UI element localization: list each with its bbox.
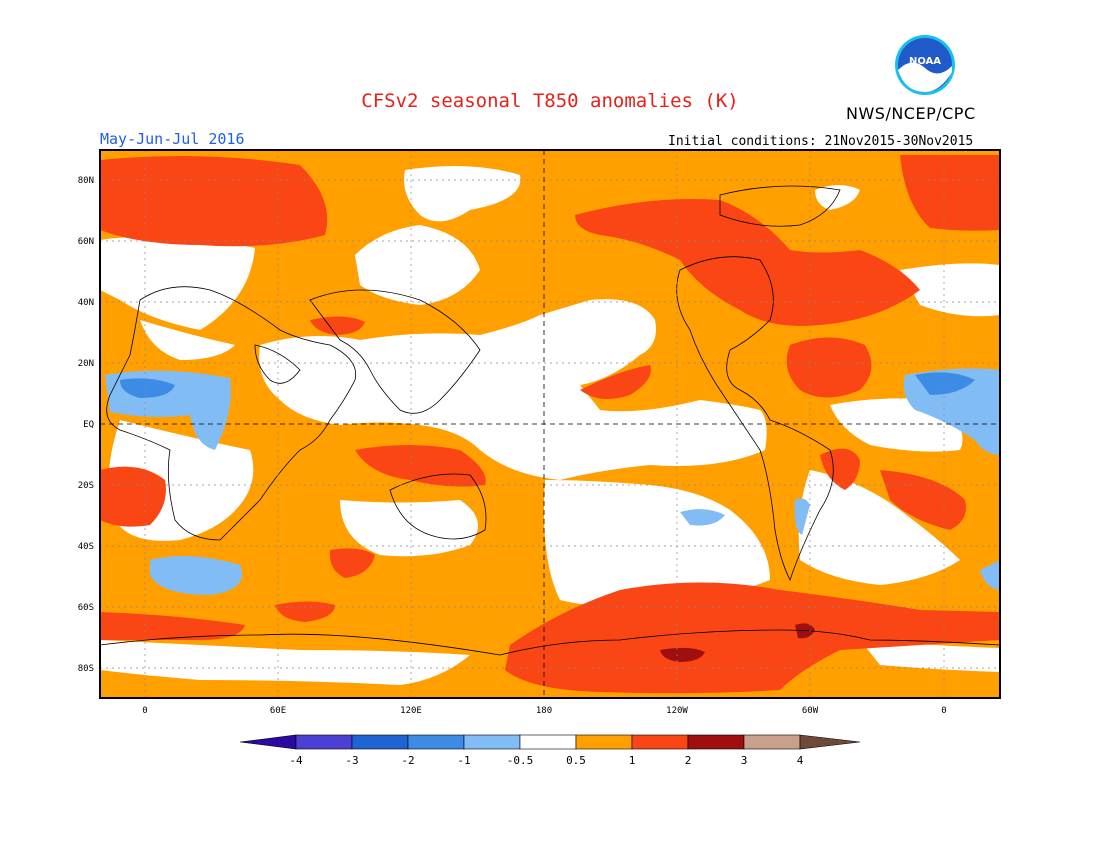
colorbar-label: 1 (629, 754, 636, 767)
agency-label: NWS/NCEP/CPC (846, 104, 976, 123)
colorbar-swatch (407, 734, 465, 750)
colorbar-arrow-right (799, 734, 861, 750)
lat-label: 80N (78, 176, 94, 186)
colorbar-swatch (687, 734, 745, 750)
initial-conditions: Initial conditions: 21Nov2015-30Nov2015 (668, 134, 974, 149)
map-frame (99, 149, 1001, 699)
cold-anomaly-regions (105, 368, 1000, 595)
lat-label: 20S (78, 481, 94, 491)
lat-label: 20N (78, 359, 94, 369)
colorbar-swatch (463, 734, 521, 750)
lon-label: 60W (802, 706, 819, 716)
map-title: CFSv2 seasonal T850 anomalies (K) (361, 90, 739, 112)
forecast-period: May-Jun-Jul 2016 (100, 130, 245, 148)
colorbar-swatch (575, 734, 633, 750)
lat-label: 40S (78, 542, 94, 552)
logo-text: NOAA (909, 56, 941, 67)
graticule (100, 150, 1000, 698)
colorbar-label: -4 (289, 754, 303, 767)
colorbar-swatch (295, 734, 353, 750)
colorbar-swatch (631, 734, 689, 750)
lon-label: 120W (666, 706, 688, 716)
lon-label: 180 (536, 706, 552, 716)
lat-label: 60S (78, 603, 94, 613)
equator-dateline (100, 150, 1000, 698)
map-field (100, 150, 1000, 698)
colorbar-arrow-left (239, 734, 297, 750)
colorbar-labels: -4 -3 -2 -1 -0.5 0.5 1 2 3 4 (289, 754, 803, 767)
colorbar-label: -1 (457, 754, 470, 767)
colorbar-label: 2 (685, 754, 692, 767)
colorbar-label: -0.5 (507, 754, 534, 767)
colorbar-label: -3 (345, 754, 358, 767)
noaa-logo: NOAA (895, 35, 955, 95)
coastlines (100, 185, 1000, 656)
colorbar-swatch (743, 734, 801, 750)
lon-label: 0 (941, 706, 946, 716)
lat-label: 60N (78, 237, 94, 247)
colorbar-swatch (519, 734, 577, 750)
colorbar-label: 0.5 (566, 754, 586, 767)
colorbar-swatch (351, 734, 409, 750)
colorbar-label: 3 (741, 754, 748, 767)
warm-anomaly-regions (100, 155, 1000, 694)
lon-label: 120E (400, 706, 422, 716)
colorbar-label: 4 (797, 754, 804, 767)
longitude-labels: 0 60E 120E 180 120W 60W 0 (142, 706, 946, 716)
lon-label: 0 (142, 706, 147, 716)
lat-label: 40N (78, 298, 94, 308)
lon-label: 60E (270, 706, 286, 716)
lat-label: EQ (83, 420, 94, 430)
colorbar-label: -2 (401, 754, 414, 767)
latitude-labels: 80N 60N 40N 20N EQ 20S 40S 60S 80S (78, 176, 94, 674)
lat-label: 80S (78, 664, 94, 674)
color-bar: -4 -3 -2 -1 -0.5 0.5 1 2 3 4 (239, 734, 861, 767)
